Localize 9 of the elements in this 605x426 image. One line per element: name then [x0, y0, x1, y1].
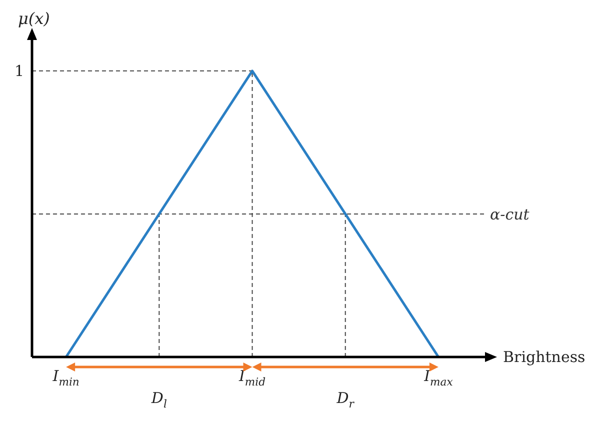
x-tick-label: I$_{max}$	[423, 367, 453, 388]
x-tick-label: D$_{l}$	[150, 389, 168, 410]
ref-line-label: 1	[14, 62, 24, 80]
x-axis-title: Brightness	[503, 348, 586, 366]
y-axis-title: μ(x)	[18, 9, 50, 28]
x-tick-label: D$_{r}$	[336, 389, 355, 410]
ref-line-label: α-cut	[490, 205, 530, 224]
x-tick-label: I$_{min}$	[52, 367, 80, 388]
x-tick-label: I$_{mid}$	[238, 367, 266, 388]
